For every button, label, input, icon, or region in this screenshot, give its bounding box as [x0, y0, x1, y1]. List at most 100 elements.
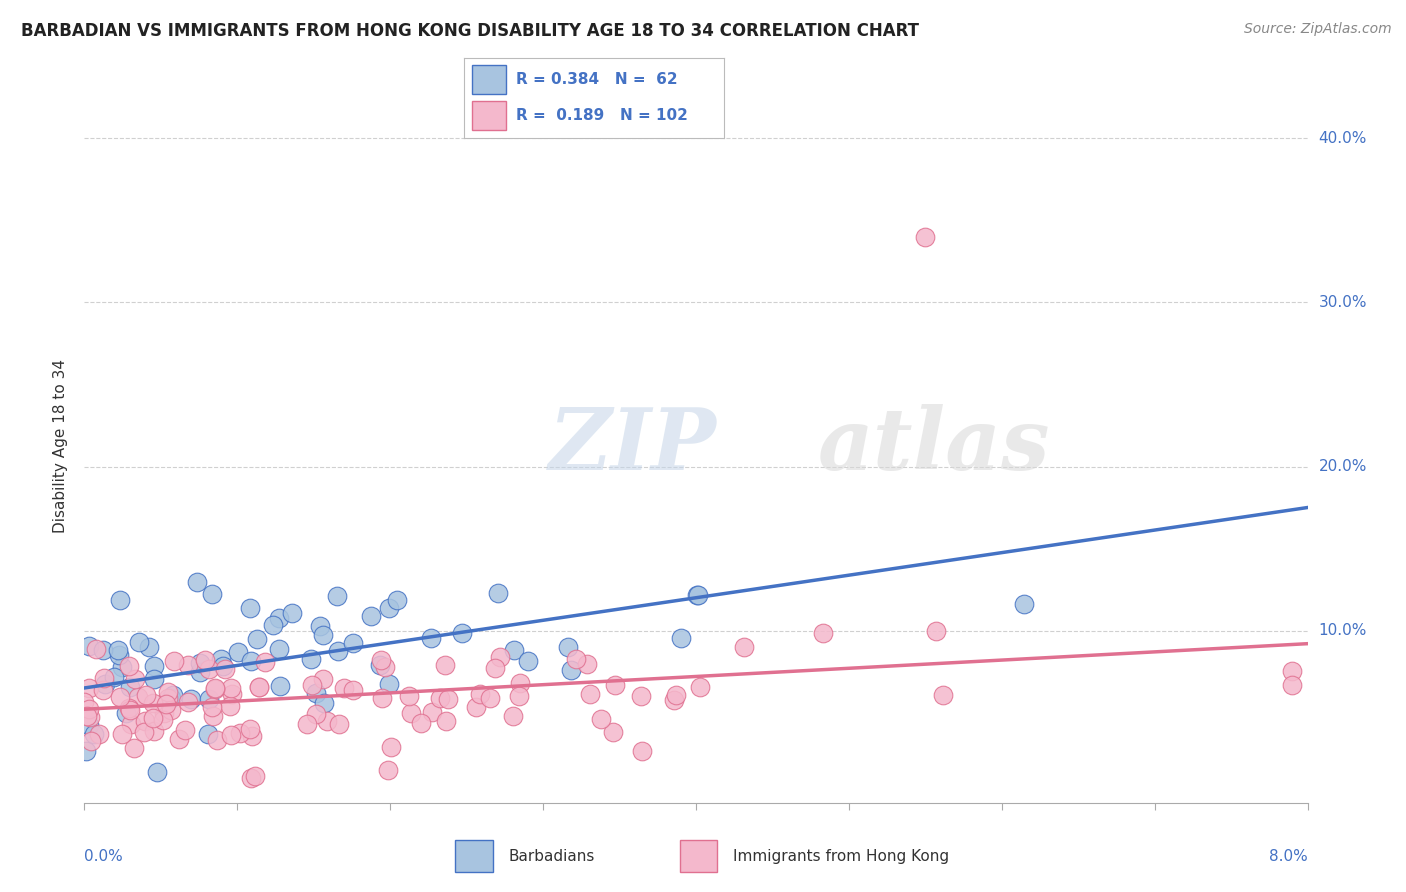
Point — [93, 671, 115, 685]
Point — [502, 643, 524, 657]
Point — [484, 661, 506, 675]
Point — [247, 680, 270, 694]
Point — [138, 640, 160, 655]
Point — [689, 680, 711, 694]
Point — [433, 658, 456, 673]
Point — [686, 588, 709, 602]
Point — [370, 653, 392, 667]
Point — [155, 697, 177, 711]
Point — [267, 611, 290, 625]
Point — [118, 703, 141, 717]
Point — [243, 769, 266, 783]
Point — [246, 632, 269, 646]
Point — [103, 670, 125, 684]
Point — [305, 686, 328, 700]
Text: 0.0%: 0.0% — [84, 849, 124, 864]
Point — [686, 589, 709, 603]
Point — [267, 642, 290, 657]
Text: 8.0%: 8.0% — [1268, 849, 1308, 864]
Y-axis label: Disability Age 18 to 34: Disability Age 18 to 34 — [53, 359, 69, 533]
Point — [603, 678, 626, 692]
Point — [80, 733, 103, 747]
Point — [201, 587, 224, 601]
Point — [486, 586, 509, 600]
Point — [198, 662, 221, 676]
Point — [204, 681, 226, 695]
Point — [589, 712, 612, 726]
Point — [436, 691, 458, 706]
Text: 20.0%: 20.0% — [1319, 459, 1367, 474]
Point — [240, 729, 263, 743]
Point — [180, 692, 202, 706]
Point — [110, 593, 132, 607]
Point — [143, 659, 166, 673]
Point — [502, 709, 524, 723]
Point — [387, 593, 409, 607]
Point — [157, 685, 180, 699]
Point — [142, 696, 165, 710]
Point — [378, 600, 401, 615]
Point — [91, 643, 114, 657]
Point — [83, 727, 105, 741]
Point — [134, 714, 156, 728]
Point — [1281, 664, 1303, 678]
Point — [127, 690, 149, 705]
Point — [312, 628, 335, 642]
FancyBboxPatch shape — [679, 840, 717, 872]
Point — [239, 772, 262, 786]
Point — [304, 707, 326, 722]
Point — [143, 724, 166, 739]
Point — [914, 230, 936, 244]
Point — [226, 645, 249, 659]
Point — [295, 716, 318, 731]
Point — [79, 709, 101, 723]
Point — [434, 714, 457, 728]
Point — [333, 681, 356, 695]
Point — [315, 714, 337, 728]
Point — [630, 744, 652, 758]
Point — [733, 640, 755, 654]
Point — [669, 631, 692, 645]
Point — [94, 677, 117, 691]
Point — [262, 618, 284, 632]
Point — [107, 648, 129, 662]
Point — [280, 607, 302, 621]
Text: BARBADIAN VS IMMIGRANTS FROM HONG KONG DISABILITY AGE 18 TO 34 CORRELATION CHART: BARBADIAN VS IMMIGRANTS FROM HONG KONG D… — [21, 22, 920, 40]
Point — [115, 706, 138, 720]
Point — [450, 625, 472, 640]
Point — [173, 723, 195, 737]
Point — [374, 660, 396, 674]
Point — [360, 609, 382, 624]
Point — [630, 690, 652, 704]
Point — [142, 672, 165, 686]
Point — [214, 662, 236, 676]
Text: 40.0%: 40.0% — [1319, 131, 1367, 146]
Point — [342, 636, 364, 650]
Point — [221, 686, 243, 700]
Point — [118, 658, 141, 673]
Point — [197, 692, 219, 706]
Point — [77, 718, 100, 732]
Point — [186, 575, 208, 590]
Point — [221, 681, 243, 695]
Point — [219, 698, 242, 713]
Point — [664, 688, 686, 702]
Point — [371, 690, 394, 705]
Point — [312, 672, 335, 686]
Point — [163, 655, 186, 669]
Point — [517, 654, 540, 668]
Point — [176, 658, 198, 673]
Point — [269, 679, 291, 693]
Point — [212, 659, 235, 673]
Point — [152, 706, 174, 720]
Point — [420, 705, 443, 719]
Point — [77, 702, 100, 716]
Point — [419, 631, 441, 645]
Point — [145, 764, 167, 779]
Point — [326, 589, 349, 603]
Text: R =  0.189   N = 102: R = 0.189 N = 102 — [516, 108, 688, 123]
Point — [378, 677, 401, 691]
Point — [429, 691, 451, 706]
Point — [377, 763, 399, 777]
FancyBboxPatch shape — [456, 840, 492, 872]
